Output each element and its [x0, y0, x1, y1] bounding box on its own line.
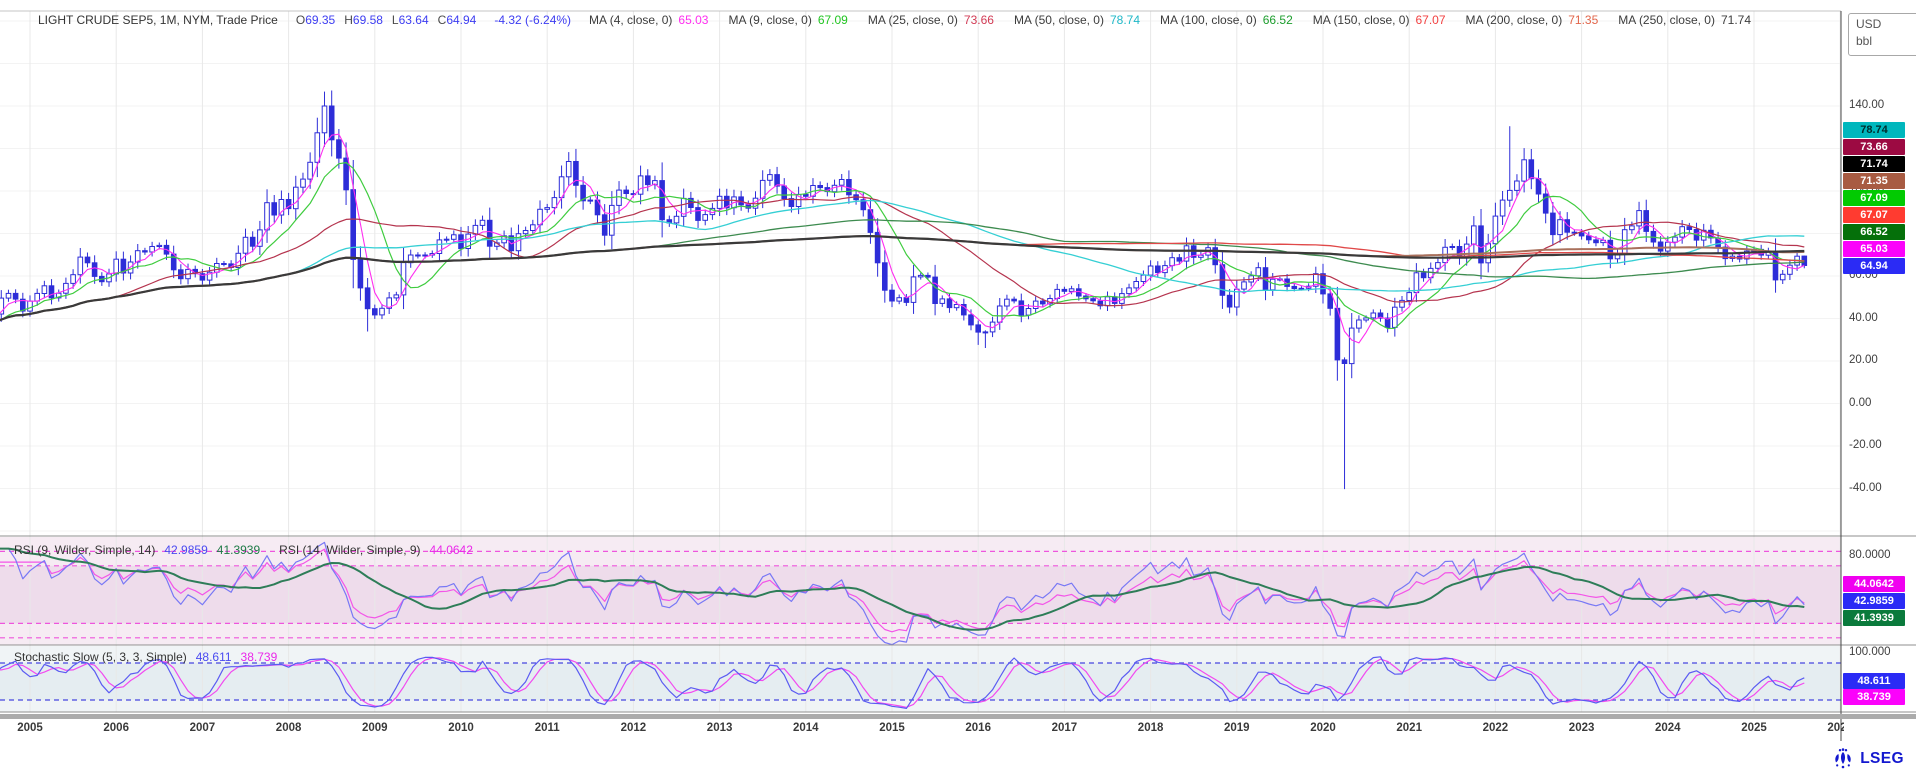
year-label: 2015 — [879, 722, 905, 734]
ma-legend-label: MA (200, close, 0) — [1465, 13, 1563, 27]
horizontal-scrollbar[interactable] — [0, 714, 1916, 719]
year-label: 2023 — [1568, 722, 1595, 734]
ma-legend-value: 71.35 — [1568, 13, 1599, 27]
ma-legend-item[interactable]: MA (50, close, 0) 78.74 — [1014, 13, 1140, 27]
rsi-value-2: 41.3939 — [216, 543, 261, 557]
rsi-legend-label-1[interactable]: RSI (9, Wilder, Simple, 14) — [14, 543, 156, 557]
year-label: 2021 — [1396, 722, 1422, 734]
ma-legend-item[interactable]: MA (4, close, 0) 65.03 — [589, 13, 708, 27]
year-label: 2011 — [534, 722, 560, 734]
change-value: -4.32 (-6.24%) — [494, 13, 572, 27]
stoch-value-k: 48.611 — [195, 650, 232, 664]
ma-legend-label: MA (50, close, 0) — [1013, 13, 1104, 27]
price-chart-canvas[interactable] — [0, 0, 1916, 745]
stoch-value-d: 38.739 — [240, 650, 278, 664]
year-label: 2012 — [620, 722, 647, 734]
price-axis-label: 140.00 — [1849, 99, 1885, 111]
rsi-legend: RSI (9, Wilder, Simple, 14) 42.9859 41.3… — [14, 543, 473, 557]
ohlc-values[interactable]: O69.35 H69.58 L63.64 C64.94 — [296, 13, 477, 27]
price-axis-label: -20.00 — [1849, 439, 1882, 451]
ma-legend-item[interactable]: MA (200, close, 0) 71.35 — [1466, 13, 1599, 27]
price-badge: 78.74 — [1843, 122, 1905, 138]
price-badge: 67.09 — [1843, 190, 1905, 206]
price-axis-label: -40.00 — [1849, 481, 1882, 494]
year-label: 2006 — [103, 722, 129, 734]
lseg-logo: LSEG — [1831, 748, 1904, 770]
year-label: 2017 — [1051, 722, 1078, 734]
year-label: 2016 — [965, 722, 991, 734]
ma-legend-value: 65.03 — [678, 13, 709, 27]
ma-legend-item[interactable]: MA (150, close, 0) 67.07 — [1313, 13, 1446, 27]
year-label: 2025 — [1741, 722, 1767, 734]
ma-legend-item[interactable]: MA (100, close, 0) 66.52 — [1160, 13, 1293, 27]
ma-legend-value: 71.74 — [1720, 13, 1752, 27]
rsi-value-1: 42.9859 — [164, 543, 208, 557]
rsi-axis-label: 80.0000 — [1849, 549, 1891, 561]
unit-box: USD bbl — [1848, 13, 1916, 56]
rsi-legend-label-2[interactable]: RSI (14, Wilder, Simple, 9) — [279, 543, 421, 557]
ma-legend-label: MA (100, close, 0) — [1160, 13, 1257, 27]
stoch-legend-label[interactable]: Stochastic Slow (5, 3, 3, Simple) — [14, 650, 187, 664]
ma-legend: MA (4, close, 0) 65.03 MA (9, close, 0) 67.… — [589, 13, 1751, 27]
year-label: 2008 — [275, 722, 302, 734]
year-label: 2020 — [1310, 722, 1336, 734]
year-label: 2024 — [1655, 722, 1681, 734]
main-legend: LIGHT CRUDE SEP5, 1M, NYM, Trade Price O… — [38, 13, 1751, 27]
ma-legend-label: MA (150, close, 0) — [1312, 13, 1410, 27]
price-axis-label: 40.00 — [1849, 311, 1878, 324]
stoch-axis-label: 100.000 — [1849, 646, 1891, 658]
price-badge: 65.03 — [1843, 241, 1905, 257]
ma-legend-label: MA (9, close, 0) — [728, 13, 812, 27]
unit-measure: bbl — [1856, 34, 1873, 48]
ma-legend-value: 66.52 — [1262, 13, 1293, 27]
time-axis[interactable]: 2005 2006 2007 2008 2009 2010 2011 2012 2013 2014… — [0, 721, 1844, 739]
price-badge: 66.52 — [1843, 224, 1905, 240]
ma-legend-item[interactable]: MA (9, close, 0) 67.09 — [728, 13, 847, 27]
price-axis-label: 20.00 — [1849, 354, 1878, 366]
year-label: 2010 — [448, 722, 474, 734]
price-badge: 64.94 — [1843, 258, 1905, 274]
price-badge: 71.35 — [1843, 173, 1905, 189]
price-badge: 48.611 — [1843, 673, 1905, 689]
year-label: 2007 — [189, 722, 216, 734]
ma-legend-value: 67.07 — [1415, 13, 1446, 27]
ma-legend-value: 67.09 — [817, 13, 848, 27]
year-label: 2019 — [1224, 722, 1250, 734]
ma-legend-item[interactable]: MA (25, close, 0) 73.66 — [868, 13, 994, 27]
ohlc-h: H69.58 — [344, 13, 383, 27]
ma-legend-item[interactable]: MA (250, close, 0) 71.74 — [1618, 13, 1751, 27]
ohlc-o: O69.35 — [295, 13, 336, 27]
year-label: 2018 — [1137, 722, 1164, 734]
ma-legend-value: 78.74 — [1109, 13, 1141, 27]
price-badge: 42.9859 — [1843, 593, 1905, 609]
ohlc-l: L63.64 — [391, 13, 429, 27]
unit-currency: USD — [1856, 17, 1882, 31]
year-label: 2022 — [1482, 722, 1509, 734]
ma-legend-label: MA (25, close, 0) — [867, 13, 958, 27]
ma-legend-label: MA (250, close, 0) — [1618, 13, 1715, 27]
price-badge: 41.3939 — [1843, 610, 1905, 626]
year-label: 2013 — [706, 722, 733, 734]
ohlc-c: C64.94 — [437, 13, 477, 27]
price-badge: 71.74 — [1843, 156, 1905, 172]
year-label: 2014 — [793, 722, 819, 734]
price-badge: 38.739 — [1843, 689, 1905, 705]
price-axis-label: 0.00 — [1849, 396, 1872, 409]
lseg-crest-icon — [1835, 748, 1851, 769]
ma-legend-value: 73.66 — [963, 13, 994, 27]
year-label: 2005 — [17, 722, 43, 734]
stoch-legend: Stochastic Slow (5, 3, 3, Simple) 48.611… — [14, 650, 277, 664]
rsi-value-3: 44.0642 — [429, 543, 473, 557]
year-label: 2026 — [1827, 722, 1844, 734]
price-badge: 67.07 — [1843, 207, 1905, 223]
ma-legend-label: MA (4, close, 0) — [589, 13, 673, 27]
instrument-title[interactable]: LIGHT CRUDE SEP5, 1M, NYM, Trade Price — [38, 13, 278, 27]
price-badge: 73.66 — [1843, 139, 1905, 155]
price-badge: 44.0642 — [1843, 576, 1905, 592]
year-label: 2009 — [362, 722, 388, 734]
lseg-logo-text: LSEG — [1860, 750, 1904, 767]
